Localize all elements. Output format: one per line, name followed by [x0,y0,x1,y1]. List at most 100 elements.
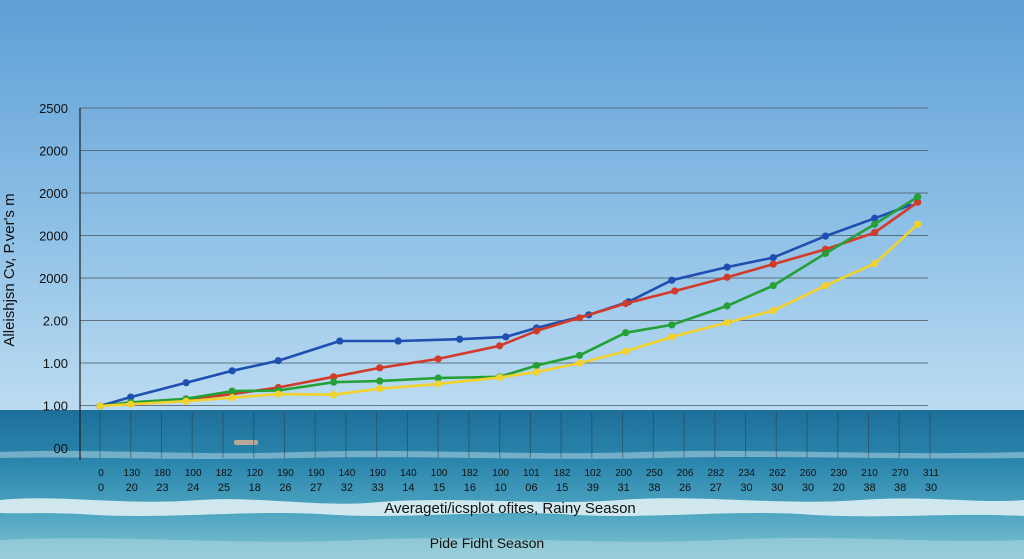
data-point [376,385,384,393]
data-point [821,282,830,290]
x-tick-label: 100 [431,468,448,479]
data-point [723,318,731,327]
data-point [434,374,442,382]
y-tick-label: 2.00 [43,314,68,329]
y-tick-label: 00 [54,441,68,456]
series-line [99,201,919,408]
x-tick-label: 0 [98,468,104,479]
data-point [723,273,731,281]
y-tick-label: 2000 [39,144,68,159]
x-tick-label: 100 [492,468,509,479]
data-point [394,337,402,345]
x-tick-label-secondary: 30 [771,482,783,494]
series-line [99,203,913,408]
y-tick-label: 2000 [39,271,68,286]
data-point [330,378,338,386]
wave-foam-near [0,538,1024,559]
data-point [127,400,135,408]
x-tick-label-secondary: 38 [863,482,875,494]
data-point [434,380,442,388]
x-tick-label-secondary: 31 [617,482,629,494]
y-axis-title: Alleishjsn Cv, P.ver's m [1,193,18,346]
data-point [532,327,541,335]
x-tick-label-secondary: 0 [98,482,104,494]
x-tick-label-secondary: 14 [402,482,414,494]
data-point [871,220,879,228]
data-point [274,390,282,398]
x-tick-label: 260 [800,468,817,479]
data-point [228,394,236,402]
data-point [671,287,679,295]
y-tick-label: 2000 [39,186,68,201]
data-point [575,359,584,367]
x-tick-label: 101 [523,468,540,479]
data-point [330,391,338,399]
x-tick-label-secondary: 38 [894,482,906,494]
data-point [769,253,777,262]
chart-series [96,193,922,410]
data-point [914,193,922,201]
x-tick-label-secondary: 20 [126,482,138,494]
grid-lines [80,107,928,406]
x-tick-label: 190 [369,468,386,479]
data-point [434,355,442,363]
data-point [622,347,630,355]
data-point [871,214,879,222]
x-tick-label: 120 [246,468,263,479]
x-tick-label: 210 [861,468,878,479]
data-point [871,228,879,237]
x-axis-title: Averageti/icsplot ofites, Rainy Season [384,500,636,517]
x-tick-label: 182 [462,468,479,479]
x-tick-label: 282 [707,468,724,479]
wave-foam [0,498,1024,517]
x-tick-label: 270 [892,468,909,479]
x-tick-label: 182 [554,468,571,479]
data-point [575,351,584,359]
data-point [871,259,879,268]
x-tick-label-secondary: 30 [740,482,752,494]
data-point [668,333,676,341]
x-tick-label-secondary: 15 [433,482,445,494]
data-point [502,333,510,341]
data-point [769,282,777,290]
x-tick-label: 234 [738,468,755,479]
x-tick-label-secondary: 18 [249,482,261,494]
data-point [274,357,282,365]
x-tick-label-secondary: 24 [187,482,199,494]
sky-background [0,0,1024,412]
x-tick-label-secondary: 27 [310,482,322,494]
x-tick-label: 130 [123,468,140,479]
data-point [330,373,338,381]
x-tick-label: 140 [339,468,356,479]
x-tick-label-secondary: 39 [587,482,599,494]
data-point [622,299,630,308]
x-tick-label-secondary: 38 [648,482,660,494]
data-point [622,329,630,337]
x-tick-label: 140 [400,468,417,479]
data-point [532,368,541,376]
x-tick-label: 230 [830,468,847,479]
x-tick-label: 206 [677,468,694,479]
chart-axes [79,108,931,460]
data-point [182,379,190,387]
series-line [99,195,919,408]
data-point [456,335,464,343]
x-tick-label: 182 [216,468,233,479]
data-point [914,220,922,228]
x-tick-label-secondary: 26 [679,482,691,494]
y-tick-label: 1.00 [43,356,68,371]
x-tick-label-secondary: 10 [495,482,507,494]
chart-footer-title: Pide Fidht Season [430,535,544,551]
data-point [127,393,135,401]
data-point [769,260,777,268]
x-tick-label: 262 [769,468,786,479]
x-tick-label: 190 [308,468,325,479]
x-tick-label: 102 [585,468,602,479]
data-point [821,249,830,258]
x-tick-label-secondary: 16 [464,482,476,494]
data-point [914,198,922,206]
data-point [769,307,777,315]
sea-background [0,410,1024,559]
x-tick-label-secondary: 32 [341,482,353,494]
